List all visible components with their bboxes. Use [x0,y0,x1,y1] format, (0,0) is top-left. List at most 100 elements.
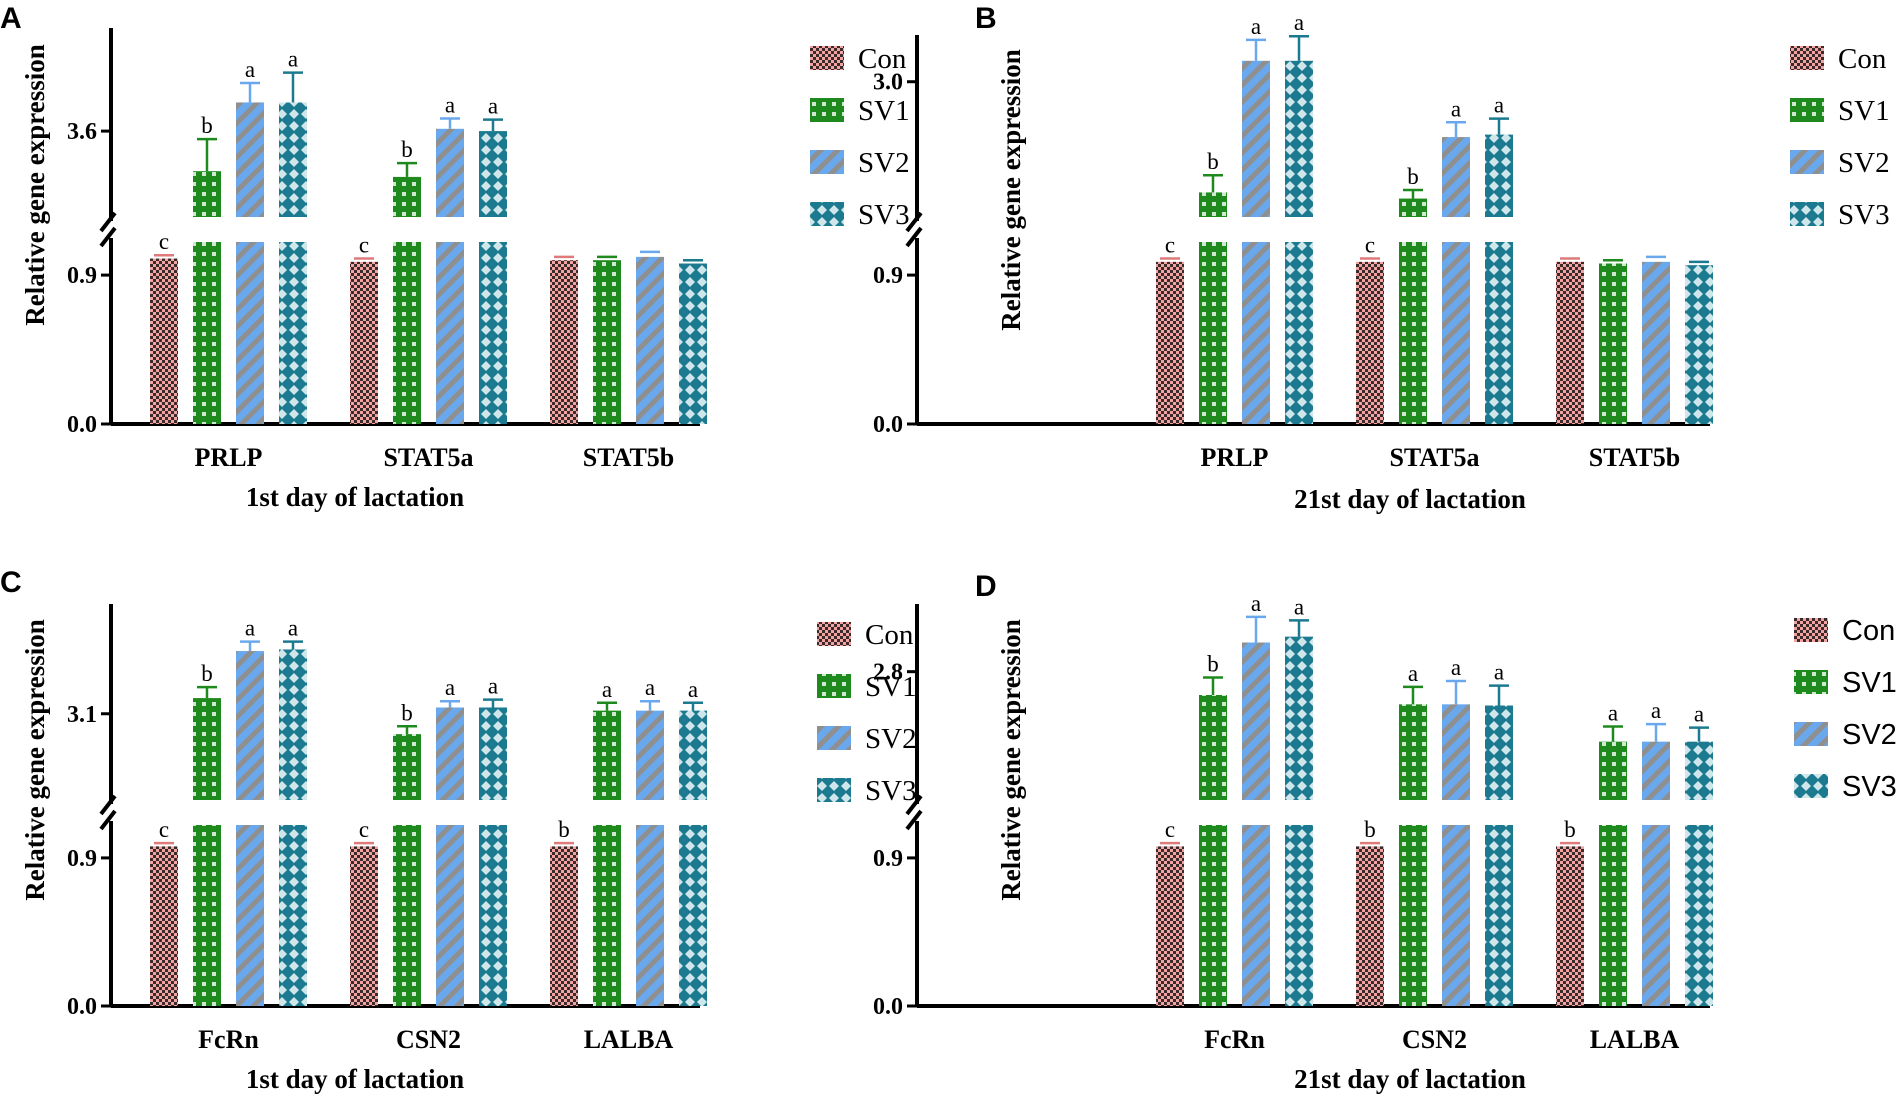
bar-sv2-prlp-lower [236,242,264,424]
axis-break-mark [905,211,923,233]
significance-letter: c [359,817,369,842]
axis-break-mark [99,794,117,816]
significance-letter: a [245,57,255,82]
legend-label-sv1: SV1 [858,95,910,127]
axis-break-mark [905,226,923,248]
significance-letter: c [1365,233,1375,258]
axis-break-mark [99,809,117,831]
y-tick-label: 0.0 [873,412,903,438]
bar-sv1-lalba-lower [1599,825,1627,1006]
bar-sv2-prlp [1242,60,1270,217]
significance-letter: a [602,677,612,702]
bar-sv2-fcrn [1242,642,1270,800]
significance-letter: a [1451,96,1461,121]
bar-sv2-fcrn [236,651,264,800]
bar-sv3-lalba [1685,741,1713,800]
bar-sv1-csn2-lower [393,825,421,1006]
bar-sv2-lalba [636,710,664,800]
legend-label-con: Con [865,619,914,651]
bar-sv1-fcrn [193,698,221,800]
x-category-label: PRLP [195,443,263,472]
significance-letter: a [1294,10,1304,35]
bar-con-fcrn [1156,846,1184,1006]
significance-letter: a [1251,591,1261,616]
panel-c-label: C [0,566,22,599]
axis-break-mark [99,211,117,233]
panel-b-label: B [975,2,997,35]
y-tick-label: 2.8 [873,660,903,686]
panel-c-y-title: Relative gene expression [20,619,50,900]
x-category-label: FcRn [1204,1025,1265,1054]
bar-con-csn2 [350,846,378,1006]
significance-letter: c [159,229,169,254]
bar-sv3-lalba-lower [679,825,707,1006]
bar-sv1-fcrn-lower [193,825,221,1006]
bar-sv1-lalba [1599,741,1627,800]
bar-sv3-prlp [279,102,307,217]
x-category-label: PRLP [1201,443,1269,472]
x-category-label: CSN2 [1402,1025,1467,1054]
significance-letter: a [245,616,255,641]
legend-swatch-sv3 [1794,774,1828,798]
legend-label-sv2: SV2 [858,147,910,179]
legend-swatch-con [1794,618,1828,642]
bar-sv2-stat5a-lower [436,242,464,424]
axis-break-mark [905,809,923,831]
bar-sv1-csn2 [393,734,421,800]
legend-label-sv1: SV1 [865,671,917,703]
x-category-label: LALBA [1590,1025,1680,1054]
bar-con-prlp [150,258,178,424]
bar-sv1-csn2-lower [1399,825,1427,1006]
legend-label-sv3: SV3 [1842,771,1897,803]
panel-b-y-title: Relative gene expression [996,49,1026,330]
significance-letter: a [288,616,298,641]
bar-sv2-prlp [236,102,264,217]
bar-con-stat5a [350,261,378,424]
bar-sv3-csn2 [479,707,507,800]
bar-sv1-stat5b [593,260,621,424]
bar-sv3-prlp-lower [279,242,307,424]
bar-con-prlp [1156,261,1184,424]
significance-letter: a [1494,93,1504,118]
bar-sv3-fcrn [279,649,307,800]
bar-sv1-stat5b [1599,263,1627,424]
y-tick-label: 0.9 [873,263,903,289]
bar-sv1-csn2 [1399,704,1427,800]
bar-sv3-stat5a-lower [1485,242,1513,424]
significance-letter: a [488,674,498,699]
bar-sv1-prlp [1199,192,1227,217]
significance-letter: b [1207,149,1219,174]
legend-label-sv3: SV3 [1838,199,1890,231]
legend-swatch-sv2 [1790,150,1824,174]
panel-a-label: A [0,2,22,35]
significance-letter: a [645,675,655,700]
legend-label-sv2: SV2 [1838,147,1890,179]
legend-swatch-sv2 [1794,722,1828,746]
legend-label-sv2: SV2 [865,723,917,755]
y-tick-label: 0.9 [67,263,97,289]
x-category-label: CSN2 [396,1025,461,1054]
legend-swatch-sv3 [1790,202,1824,226]
bar-sv2-lalba [1642,741,1670,800]
significance-letter: a [1294,594,1304,619]
panel-a: A 0.0 0.9 3.6 c b a a PRLP c b a a STAT5a STAT5b Con SV… [0,2,910,512]
bar-sv2-stat5b [636,256,664,424]
legend-label-sv3: SV3 [858,199,910,231]
bar-sv1-prlp-lower [1199,242,1227,424]
panel-d-y-title: Relative gene expression [996,619,1026,900]
bar-con-csn2 [1356,846,1384,1006]
significance-letter: a [688,677,698,702]
y-tick-label: 0.9 [873,846,903,872]
significance-letter: b [201,661,213,686]
significance-letter: b [201,113,213,138]
significance-letter: b [401,137,413,162]
y-tick-label: 0.9 [67,846,97,872]
legend-label-con: Con [858,43,907,75]
bar-sv1-stat5a [393,176,421,217]
legend-label-con: Con [1838,43,1887,75]
legend-swatch-sv3 [817,778,851,802]
significance-letter: c [359,233,369,258]
bar-sv1-prlp [193,171,221,217]
bar-con-fcrn [150,846,178,1006]
